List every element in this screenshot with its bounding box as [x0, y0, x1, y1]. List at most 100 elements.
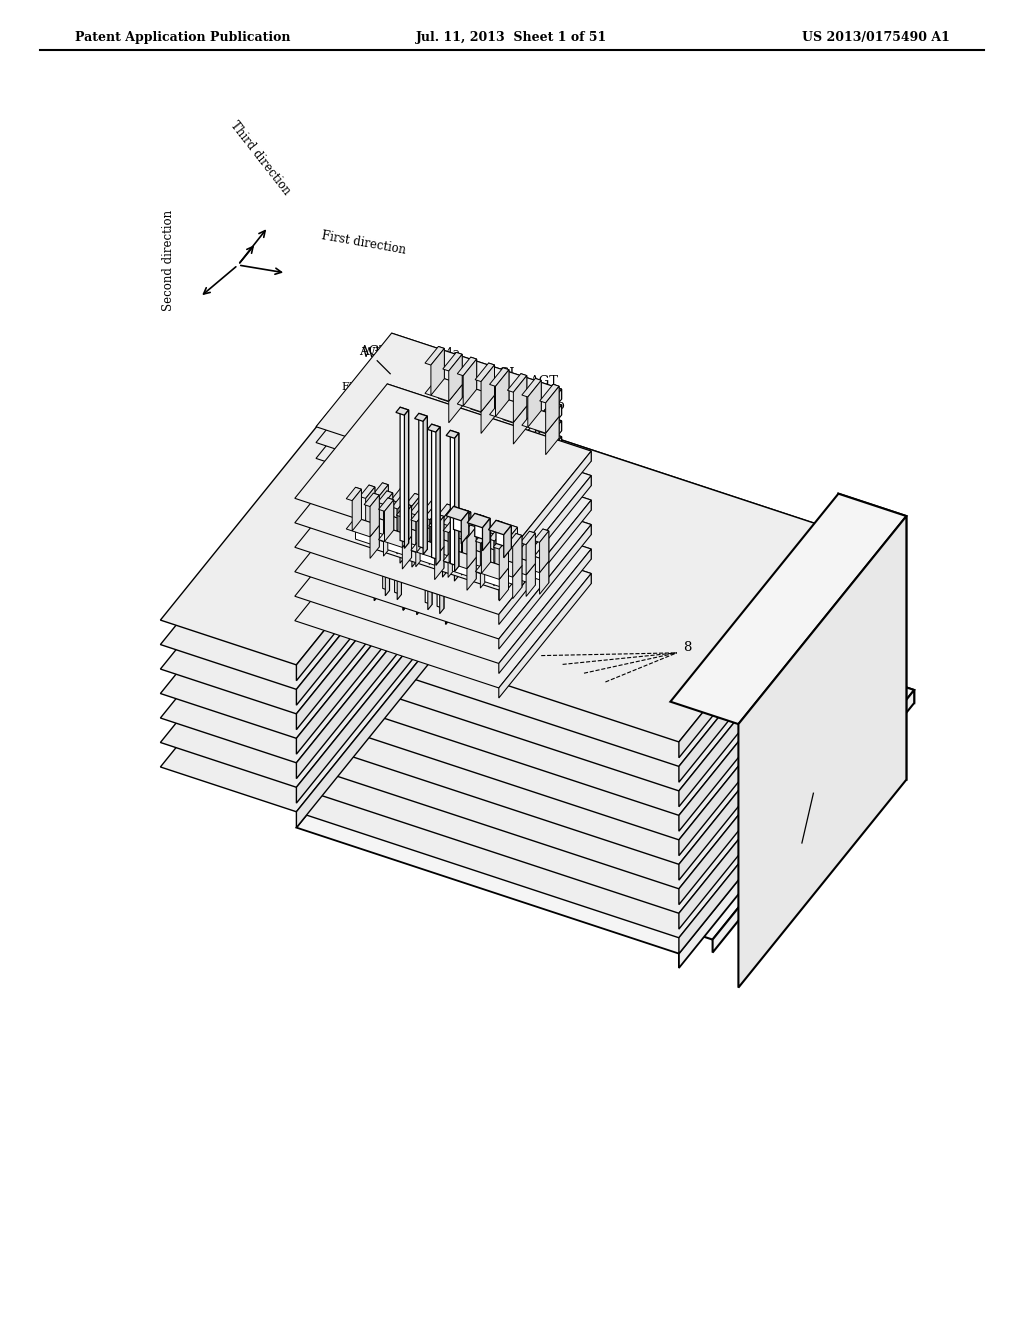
Polygon shape: [453, 519, 459, 552]
Polygon shape: [415, 494, 421, 525]
Polygon shape: [388, 396, 538, 450]
Polygon shape: [329, 461, 465, 521]
Polygon shape: [296, 554, 465, 779]
Polygon shape: [431, 529, 436, 582]
Polygon shape: [382, 554, 423, 572]
Polygon shape: [379, 539, 389, 545]
Polygon shape: [443, 549, 476, 569]
Polygon shape: [388, 420, 538, 474]
Polygon shape: [465, 531, 847, 672]
Text: Patent Application Publication: Patent Application Publication: [75, 32, 291, 45]
Polygon shape: [679, 656, 847, 880]
Polygon shape: [499, 500, 591, 624]
Polygon shape: [449, 515, 458, 556]
Polygon shape: [540, 561, 549, 594]
Polygon shape: [415, 545, 422, 609]
Polygon shape: [486, 389, 561, 492]
Polygon shape: [425, 552, 432, 605]
Polygon shape: [411, 523, 423, 531]
Polygon shape: [415, 524, 438, 553]
Polygon shape: [507, 533, 522, 546]
Polygon shape: [425, 494, 434, 535]
Polygon shape: [679, 607, 847, 832]
Polygon shape: [489, 368, 509, 387]
Polygon shape: [438, 346, 444, 379]
Polygon shape: [449, 384, 462, 422]
Polygon shape: [520, 531, 536, 545]
Polygon shape: [513, 405, 526, 444]
Polygon shape: [455, 536, 459, 581]
Text: FIG.1: FIG.1: [800, 626, 882, 653]
Polygon shape: [397, 516, 404, 558]
Polygon shape: [480, 525, 489, 566]
Polygon shape: [543, 529, 549, 561]
Polygon shape: [383, 492, 393, 535]
Polygon shape: [393, 516, 404, 524]
Polygon shape: [359, 484, 375, 499]
Polygon shape: [679, 681, 847, 904]
Polygon shape: [410, 520, 416, 562]
Polygon shape: [432, 499, 438, 532]
Polygon shape: [494, 536, 509, 549]
Polygon shape: [503, 536, 509, 568]
Polygon shape: [388, 528, 412, 557]
Polygon shape: [465, 603, 847, 746]
Polygon shape: [466, 517, 472, 549]
Polygon shape: [431, 348, 444, 395]
Polygon shape: [445, 498, 452, 529]
Polygon shape: [403, 543, 409, 610]
Polygon shape: [484, 560, 509, 590]
Polygon shape: [443, 506, 453, 548]
Polygon shape: [679, 746, 847, 968]
Text: Third direction: Third direction: [227, 119, 293, 197]
Polygon shape: [296, 579, 847, 913]
Polygon shape: [400, 407, 409, 544]
Polygon shape: [502, 519, 516, 532]
Polygon shape: [508, 374, 526, 392]
Polygon shape: [296, 482, 847, 816]
Polygon shape: [496, 370, 509, 417]
Polygon shape: [384, 500, 394, 541]
Polygon shape: [503, 368, 509, 400]
Polygon shape: [536, 409, 559, 438]
Polygon shape: [417, 548, 422, 615]
Polygon shape: [387, 512, 394, 562]
Polygon shape: [396, 504, 412, 517]
Polygon shape: [452, 532, 484, 552]
Polygon shape: [410, 545, 422, 553]
Polygon shape: [435, 531, 446, 537]
Text: BL: BL: [359, 568, 378, 581]
Polygon shape: [161, 437, 465, 689]
Text: Second direction: Second direction: [162, 210, 174, 310]
Polygon shape: [428, 554, 432, 610]
Polygon shape: [456, 510, 471, 523]
Polygon shape: [410, 599, 451, 616]
Polygon shape: [374, 533, 379, 601]
Polygon shape: [458, 358, 476, 376]
Polygon shape: [397, 491, 407, 532]
Polygon shape: [513, 566, 522, 599]
Polygon shape: [427, 424, 440, 432]
Text: 7: 7: [476, 498, 485, 511]
Polygon shape: [392, 525, 425, 545]
Text: 8: 8: [499, 607, 508, 620]
Polygon shape: [463, 359, 476, 407]
Polygon shape: [452, 502, 466, 515]
Polygon shape: [465, 619, 847, 760]
Text: Fin3: Fin3: [380, 384, 406, 393]
Text: 2b: 2b: [438, 533, 455, 546]
Polygon shape: [388, 494, 538, 548]
Polygon shape: [529, 531, 536, 564]
Polygon shape: [489, 515, 499, 556]
Polygon shape: [424, 507, 439, 520]
Polygon shape: [382, 483, 388, 515]
Polygon shape: [445, 507, 469, 521]
Polygon shape: [497, 520, 503, 553]
Polygon shape: [475, 560, 509, 579]
Polygon shape: [404, 411, 409, 548]
Text: 2a: 2a: [463, 515, 479, 528]
Polygon shape: [461, 525, 476, 539]
Polygon shape: [394, 543, 401, 594]
Text: AGT: AGT: [359, 346, 388, 358]
Polygon shape: [387, 511, 420, 531]
